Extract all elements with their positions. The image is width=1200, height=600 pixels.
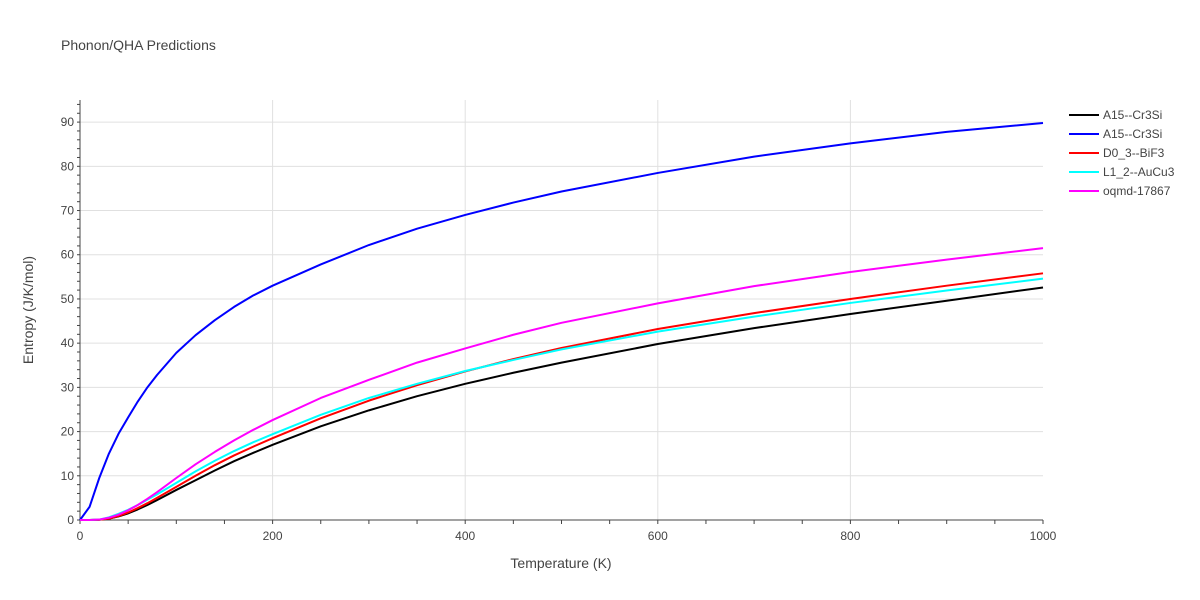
legend-item[interactable]: L1_2--AuCu3 — [1069, 165, 1175, 179]
y-tick-label: 40 — [61, 336, 75, 350]
x-tick-label: 200 — [263, 529, 283, 543]
y-tick-label: 80 — [61, 159, 75, 173]
y-tick-label: 0 — [67, 513, 74, 527]
legend[interactable]: A15--Cr3Si A15--Cr3Si D0_3--BiF3 L1_2--AuCu… — [1069, 108, 1175, 198]
series-line-1 — [79, 121, 1044, 521]
legend-item[interactable]: oqmd-17867 — [1069, 184, 1171, 198]
legend-label: A15--Cr3Si — [1103, 108, 1162, 122]
chart-title: Phonon/QHA Predictions — [61, 37, 216, 53]
y-tick-label: 90 — [61, 115, 75, 129]
y-tick-label: 60 — [61, 248, 75, 262]
y-axis-title: Entropy (J/K/mol) — [20, 256, 36, 364]
y-tick-label: 50 — [61, 292, 75, 306]
series-line-4 — [80, 247, 1044, 521]
y-tick-label: 20 — [61, 425, 75, 439]
x-axis-title: Temperature (K) — [510, 555, 611, 571]
y-tick-label: 70 — [61, 204, 75, 218]
legend-item[interactable]: A15--Cr3Si — [1069, 108, 1162, 122]
legend-label: oqmd-17867 — [1103, 184, 1171, 198]
legend-item[interactable]: D0_3--BiF3 — [1069, 146, 1165, 160]
legend-label: L1_2--AuCu3 — [1103, 165, 1175, 179]
series-lines — [79, 121, 1044, 521]
legend-item[interactable]: A15--Cr3Si — [1069, 127, 1162, 141]
y-tick-label: 30 — [61, 380, 75, 394]
x-tick-label: 0 — [77, 529, 84, 543]
y-tick-label: 10 — [61, 469, 75, 483]
x-tick-label: 800 — [840, 529, 860, 543]
axes: 0 10 20 30 40 50 60 70 80 90 0 200 400 600 800 1000 — [61, 100, 1057, 543]
legend-label: A15--Cr3Si — [1103, 127, 1162, 141]
x-tick-label: 1000 — [1030, 529, 1057, 543]
series-line-2 — [80, 272, 1044, 521]
x-tick-label: 600 — [648, 529, 668, 543]
x-tick-label: 400 — [455, 529, 475, 543]
grid — [80, 100, 1043, 520]
legend-label: D0_3--BiF3 — [1103, 146, 1165, 160]
series-line-3 — [80, 277, 1044, 521]
